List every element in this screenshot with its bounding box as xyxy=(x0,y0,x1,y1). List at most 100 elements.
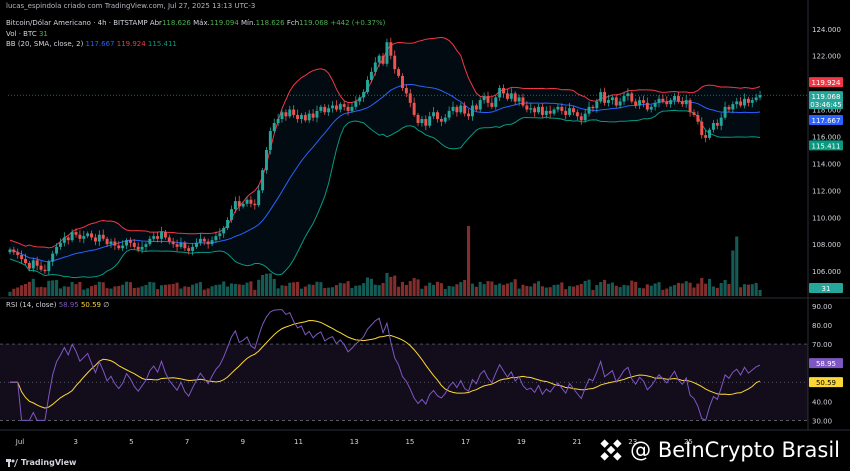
candle-body xyxy=(467,113,471,117)
volume-bar xyxy=(606,283,611,296)
candle-body xyxy=(626,93,630,97)
chart-credit: lucas_espindola criado com TradingView.c… xyxy=(6,2,256,10)
volume-bar xyxy=(257,279,261,296)
volume-bar xyxy=(723,279,727,296)
time-tick-label: 11 xyxy=(294,438,303,446)
candle-body xyxy=(226,219,230,229)
rsi-tick-label: 30.00 xyxy=(812,417,832,425)
volume-bar xyxy=(202,289,206,296)
volume-bar xyxy=(719,283,723,296)
volume-bar xyxy=(226,286,230,296)
candle-body xyxy=(233,201,237,210)
price-tick-label: 106.000 xyxy=(812,268,841,276)
candle-body xyxy=(299,114,303,119)
volume-bar xyxy=(443,289,447,296)
candle-body xyxy=(443,117,447,122)
rsi-badge-text: 58.95 xyxy=(816,360,836,368)
candle-body xyxy=(97,234,101,242)
candle-body xyxy=(16,252,20,255)
candle-body xyxy=(366,79,369,93)
volume-bar xyxy=(424,285,428,296)
candle-body xyxy=(657,98,661,103)
candle-body xyxy=(474,105,478,110)
volume-bar xyxy=(358,285,362,296)
bb-lower-value: 115.411 xyxy=(147,40,177,48)
candle-body xyxy=(544,110,548,115)
candle-body xyxy=(618,101,622,106)
volume-bar xyxy=(261,275,265,296)
candle-body xyxy=(109,241,113,245)
volume-bar xyxy=(62,286,66,296)
volume-bar xyxy=(210,286,214,296)
volume-bar xyxy=(245,282,249,296)
volume-bar xyxy=(513,279,517,296)
volume-bar xyxy=(416,279,420,296)
volume-bar xyxy=(622,284,626,296)
price-tick-label: 116.000 xyxy=(812,133,841,141)
volume-bar xyxy=(214,284,218,296)
time-tick-label: 13 xyxy=(350,438,359,446)
candle-body xyxy=(661,98,665,102)
volume-bar xyxy=(595,285,599,296)
candle-body xyxy=(607,100,610,103)
volume-bar xyxy=(610,282,614,296)
candle-body xyxy=(708,129,712,138)
candle-body xyxy=(669,100,673,105)
volume-bar xyxy=(31,278,35,296)
candle-body xyxy=(24,258,27,264)
candle-body xyxy=(684,100,688,105)
candle-body xyxy=(723,106,727,118)
volume-legend[interactable]: Vol · BTC 31 xyxy=(6,30,48,39)
ohlc-min-value: 118.626 xyxy=(255,19,285,27)
volume-bar xyxy=(206,288,210,296)
tradingview-logo[interactable]: TradingView xyxy=(6,458,76,467)
volume-bar xyxy=(191,284,195,296)
volume-bar xyxy=(428,282,432,296)
rsi-badge: 58.95 xyxy=(809,358,843,369)
rsi-legend[interactable]: RSI (14, close) 58.95 50.59 ∅ xyxy=(6,301,109,310)
volume-bar xyxy=(758,289,762,296)
volume-bar xyxy=(175,282,179,296)
candle-body xyxy=(486,96,490,103)
ohlc-abr-value: 118.626 xyxy=(161,19,191,27)
tradingview-brand: TradingView xyxy=(21,458,77,467)
volume-bar xyxy=(591,289,595,296)
volume-bar xyxy=(377,285,381,296)
time-tick-label: 23 xyxy=(628,438,637,446)
volume-bar xyxy=(47,280,51,296)
candle-body xyxy=(622,96,626,102)
candle-body xyxy=(700,121,704,136)
candle-body xyxy=(416,114,420,124)
volume-bar xyxy=(463,279,467,296)
volume-bar xyxy=(105,288,109,296)
candle-body xyxy=(12,249,16,253)
volume-bar xyxy=(237,284,241,296)
volume-bar xyxy=(140,286,144,296)
volume-bar xyxy=(618,287,622,296)
candle-body xyxy=(55,246,59,254)
time-tick-label: 19 xyxy=(517,438,526,446)
candle-body xyxy=(296,114,300,119)
price-tick-label: 124.000 xyxy=(812,26,841,34)
volume-bar xyxy=(459,282,463,296)
candle-body xyxy=(35,260,39,266)
volume-bar xyxy=(218,284,222,296)
bb-legend[interactable]: BB (20, SMA, close, 2) 117.667 119.924 1… xyxy=(6,40,177,49)
volume-bar xyxy=(536,281,541,296)
candle-body xyxy=(381,55,385,64)
volume-bar xyxy=(51,280,55,296)
candle-body xyxy=(470,105,474,117)
candle-body xyxy=(241,203,245,207)
candle-body xyxy=(128,240,132,243)
volume-bar xyxy=(97,281,101,296)
lower-band-badge: 115.411 xyxy=(809,140,843,151)
symbol-label[interactable]: Bitcoin/Dólar Americano · 4h · BITSTAMP xyxy=(6,19,148,27)
candle-body xyxy=(404,88,408,94)
candle-body xyxy=(653,102,657,107)
ohlc-fch-value: 119.068 xyxy=(299,19,329,27)
rsi-ma-badge: 50.59 xyxy=(809,377,843,388)
volume-bar xyxy=(439,283,443,296)
candle-body xyxy=(303,114,307,121)
volume-bar xyxy=(509,282,513,296)
